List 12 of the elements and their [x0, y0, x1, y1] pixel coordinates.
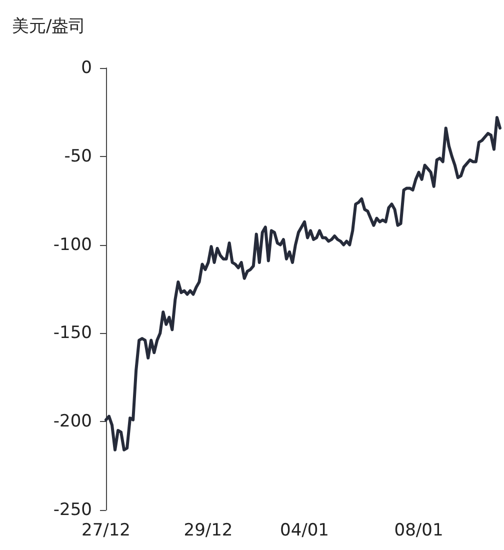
y-tick-label: -250: [53, 500, 92, 520]
x-tick-label: 27/12: [82, 520, 130, 540]
y-tick-label: -150: [53, 323, 92, 344]
y-tick-label: 0: [81, 58, 92, 78]
x-tick-label: 08/01: [394, 520, 444, 540]
y-axis-title: 美元/盎司: [12, 16, 86, 36]
x-tick-label: 04/01: [280, 520, 330, 540]
y-tick-label: -50: [64, 146, 92, 166]
y-tick-label: -200: [53, 412, 92, 432]
line-series: [104, 116, 502, 452]
y-tick-label: -100: [53, 234, 92, 255]
x-tick-label: 29/12: [184, 520, 233, 540]
